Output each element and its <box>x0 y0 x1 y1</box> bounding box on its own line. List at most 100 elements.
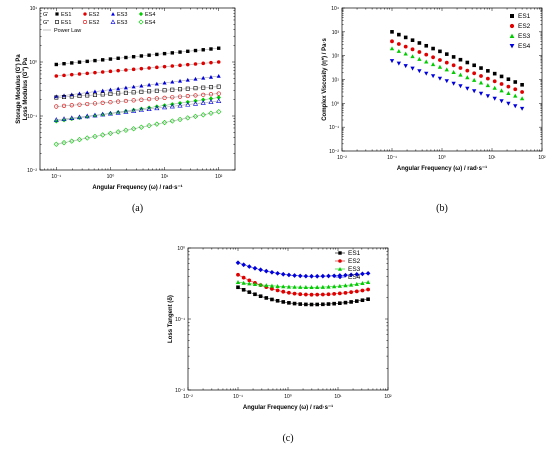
panel-c-loss-tangent-chart: 10⁻² 10⁻¹ 10⁰ 10¹ 10² 10⁻² 10⁻¹ 10⁰ Angular Freq… <box>168 246 392 444</box>
data-point <box>138 124 145 130</box>
data-point <box>108 87 113 92</box>
data-point <box>76 136 83 143</box>
data-point <box>139 54 144 58</box>
data-point <box>444 52 449 56</box>
panel-a-modulus-chart: 10⁻¹ 10⁰ 10¹ 10² 10⁻² 10⁻¹ 10⁰ 10¹ Angular Frequ… <box>16 6 236 214</box>
data-point <box>193 76 198 81</box>
data-point <box>281 289 286 294</box>
data-point <box>444 67 449 72</box>
data-point <box>431 46 435 51</box>
panel-caption: (b) <box>436 203 448 214</box>
panel-caption: (a) <box>132 203 143 214</box>
data-point <box>185 93 190 99</box>
x-tick-label: 10⁰ <box>107 174 115 180</box>
data-point <box>69 72 74 77</box>
data-point <box>366 297 370 302</box>
data-point <box>519 96 525 101</box>
legend-label: ES4 <box>145 12 155 18</box>
data-point <box>280 271 286 277</box>
data-point <box>116 99 121 104</box>
data-point <box>264 283 269 288</box>
data-point <box>458 57 463 62</box>
data-point <box>485 76 490 81</box>
data-point <box>331 273 337 279</box>
series-ES4 <box>389 59 525 111</box>
y-axis-label: Complex Viscosity (η*) / Pa·s <box>322 38 328 121</box>
data-point <box>292 301 297 306</box>
data-point <box>147 89 152 94</box>
legend: G' G" ES1 ES2 ES3 ES4 ES1 ES2 ES3 ES4 Power Law <box>43 11 155 34</box>
data-point <box>465 75 470 80</box>
data-point <box>332 301 336 306</box>
data-point <box>458 84 463 89</box>
data-point <box>162 64 167 69</box>
legend-marker <box>111 12 115 16</box>
data-point <box>124 55 128 60</box>
data-point <box>107 130 114 137</box>
data-point <box>186 49 190 54</box>
data-point <box>343 290 348 295</box>
data-point <box>343 272 348 278</box>
x-tick-label: 10⁻¹ <box>51 174 61 180</box>
data-point <box>77 102 82 107</box>
data-point <box>485 83 491 88</box>
data-point <box>343 300 348 305</box>
data-point <box>69 103 74 108</box>
data-point <box>275 271 280 276</box>
data-point <box>84 135 90 141</box>
data-point <box>100 70 105 74</box>
data-point <box>241 287 246 292</box>
power-law-line <box>56 111 219 145</box>
data-point <box>417 56 422 61</box>
legend-marker <box>338 251 342 255</box>
data-point <box>478 80 484 85</box>
data-point <box>320 292 325 297</box>
data-point <box>201 48 205 52</box>
data-point <box>92 92 97 97</box>
data-point <box>365 270 371 276</box>
data-point <box>506 84 511 89</box>
data-point <box>486 69 490 73</box>
data-point <box>69 115 75 121</box>
x-tick-label: 10⁻² <box>337 155 347 161</box>
data-point <box>185 77 190 82</box>
data-point <box>247 278 252 283</box>
x-tick-label: 10⁻¹ <box>387 155 397 161</box>
data-point <box>61 116 67 121</box>
legend-marker <box>138 11 144 17</box>
data-point <box>154 121 160 127</box>
data-point <box>424 52 429 57</box>
data-point <box>108 91 113 96</box>
data-point <box>417 69 422 74</box>
data-point <box>116 91 121 96</box>
series-ES3-loss <box>53 98 222 122</box>
data-point <box>161 119 168 126</box>
data-point <box>217 46 221 50</box>
y-tick-label: 10¹ <box>332 78 340 84</box>
data-point <box>348 282 354 287</box>
legend-label: ES3 <box>117 20 127 26</box>
data-point <box>424 59 429 64</box>
data-point <box>216 91 221 96</box>
data-point <box>201 92 206 97</box>
data-point <box>298 284 303 289</box>
x-tick-label: 10¹ <box>161 174 169 180</box>
legend-marker <box>138 19 144 25</box>
legend-label: ES4 <box>518 43 531 50</box>
data-point <box>155 52 159 57</box>
data-point <box>235 260 241 266</box>
data-point <box>84 113 90 119</box>
data-point <box>403 51 408 56</box>
data-point <box>417 41 422 45</box>
data-point <box>201 75 206 80</box>
data-point <box>465 68 470 73</box>
data-point <box>185 101 191 107</box>
data-point <box>424 71 429 76</box>
data-point <box>70 61 74 65</box>
data-point <box>485 94 491 99</box>
data-point <box>479 66 483 70</box>
data-point <box>193 93 198 98</box>
data-point <box>479 74 483 78</box>
